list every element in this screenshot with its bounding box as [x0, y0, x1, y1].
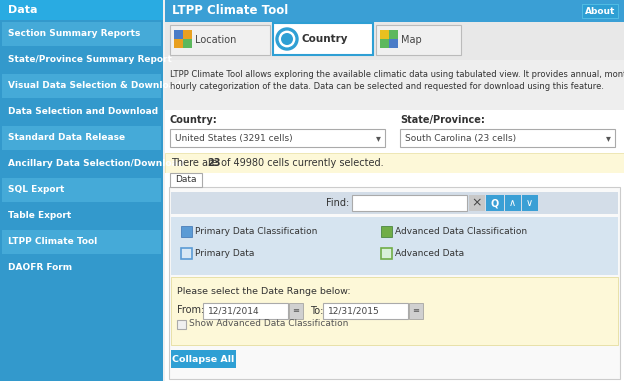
- Text: ▾: ▾: [605, 133, 610, 143]
- Bar: [174, 30, 192, 48]
- Circle shape: [278, 30, 296, 48]
- Bar: [174, 30, 183, 39]
- Bar: [2, 178, 161, 202]
- Text: Ancillary Data Selection/Download: Ancillary Data Selection/Download: [8, 160, 184, 168]
- Bar: [170, 173, 202, 187]
- Bar: [323, 303, 408, 319]
- Text: Q: Q: [490, 198, 499, 208]
- Bar: [165, 0, 624, 22]
- Text: DAOFR Form: DAOFR Form: [8, 264, 72, 272]
- Bar: [165, 153, 624, 173]
- Text: ∨: ∨: [526, 198, 533, 208]
- Text: Data: Data: [175, 176, 197, 184]
- Bar: [181, 248, 192, 259]
- Bar: [171, 277, 618, 345]
- Text: State/Province Summary Report: State/Province Summary Report: [8, 56, 172, 64]
- Bar: [351, 195, 467, 211]
- Bar: [165, 173, 624, 183]
- Bar: [2, 256, 161, 280]
- Bar: [2, 48, 161, 72]
- Bar: [171, 217, 618, 275]
- Bar: [171, 192, 618, 214]
- Bar: [376, 25, 461, 55]
- Text: ≡: ≡: [293, 306, 300, 315]
- Text: From:: From:: [177, 305, 204, 315]
- Text: LTPP Climate Tool: LTPP Climate Tool: [172, 5, 288, 18]
- Text: To:: To:: [310, 306, 323, 316]
- Text: ×: ×: [471, 197, 482, 210]
- Text: 12/31/2015: 12/31/2015: [328, 306, 380, 315]
- Bar: [380, 30, 389, 39]
- Bar: [522, 195, 537, 211]
- Text: Location: Location: [195, 35, 236, 45]
- Text: State/Province:: State/Province:: [400, 115, 485, 125]
- Bar: [165, 60, 624, 110]
- Text: Primary Data Classification: Primary Data Classification: [195, 226, 318, 235]
- Text: Advanced Data: Advanced Data: [395, 248, 464, 258]
- Bar: [381, 226, 392, 237]
- Bar: [381, 248, 392, 259]
- Text: Please select the Date Range below:: Please select the Date Range below:: [177, 287, 351, 296]
- Text: 23: 23: [207, 158, 220, 168]
- Bar: [0, 0, 163, 381]
- Text: There are: There are: [171, 158, 221, 168]
- Bar: [400, 129, 615, 147]
- Text: ≡: ≡: [412, 306, 419, 315]
- Text: ∧: ∧: [509, 198, 516, 208]
- Text: Data: Data: [8, 5, 37, 15]
- Bar: [183, 39, 192, 48]
- Bar: [2, 152, 161, 176]
- Text: Country: Country: [301, 34, 348, 44]
- Text: Find:: Find:: [326, 198, 349, 208]
- Circle shape: [276, 28, 298, 50]
- Text: Visual Data Selection & Download: Visual Data Selection & Download: [8, 82, 181, 91]
- Text: Map: Map: [401, 35, 422, 45]
- Bar: [203, 303, 288, 319]
- Bar: [289, 303, 303, 319]
- Bar: [165, 22, 624, 60]
- Text: 12/31/2014: 12/31/2014: [208, 306, 260, 315]
- Bar: [2, 126, 161, 150]
- Text: ▾: ▾: [376, 133, 381, 143]
- Text: Country:: Country:: [170, 115, 218, 125]
- Bar: [2, 22, 161, 46]
- Text: About: About: [585, 6, 615, 16]
- Text: Standard Data Release: Standard Data Release: [8, 133, 125, 142]
- Bar: [409, 303, 423, 319]
- Bar: [380, 30, 398, 48]
- Text: Show Advanced Data Classification: Show Advanced Data Classification: [189, 320, 348, 328]
- Bar: [469, 195, 484, 211]
- Text: SQL Export: SQL Export: [8, 186, 64, 194]
- Bar: [170, 25, 270, 55]
- Text: Collapse All: Collapse All: [172, 354, 234, 363]
- Bar: [485, 195, 504, 211]
- Text: South Carolina (23 cells): South Carolina (23 cells): [405, 133, 516, 142]
- Bar: [165, 0, 624, 381]
- Bar: [273, 23, 373, 55]
- Circle shape: [281, 33, 293, 45]
- Bar: [169, 187, 620, 379]
- Bar: [2, 74, 161, 98]
- Bar: [582, 4, 618, 18]
- Bar: [0, 0, 163, 20]
- Text: Primary Data: Primary Data: [195, 248, 255, 258]
- Text: hourly categorization of the data. Data can be selected and requested for downlo: hourly categorization of the data. Data …: [170, 82, 604, 91]
- Text: of 49980 cells currently selected.: of 49980 cells currently selected.: [218, 158, 384, 168]
- Bar: [170, 129, 385, 147]
- Bar: [389, 39, 398, 48]
- Text: LTPP Climate Tool: LTPP Climate Tool: [8, 237, 97, 247]
- Bar: [2, 204, 161, 228]
- Text: Advanced Data Classification: Advanced Data Classification: [395, 226, 527, 235]
- Text: Data Selection and Download: Data Selection and Download: [8, 107, 158, 117]
- Text: Section Summary Reports: Section Summary Reports: [8, 29, 140, 38]
- Bar: [2, 100, 161, 124]
- Bar: [181, 226, 192, 237]
- Text: LTPP Climate Tool allows exploring the available climatic data using tabulated v: LTPP Climate Tool allows exploring the a…: [170, 70, 624, 79]
- Bar: [504, 195, 520, 211]
- Bar: [171, 350, 236, 368]
- Bar: [2, 230, 161, 254]
- Text: United States (3291 cells): United States (3291 cells): [175, 133, 293, 142]
- Bar: [177, 320, 186, 329]
- Text: Table Export: Table Export: [8, 211, 71, 221]
